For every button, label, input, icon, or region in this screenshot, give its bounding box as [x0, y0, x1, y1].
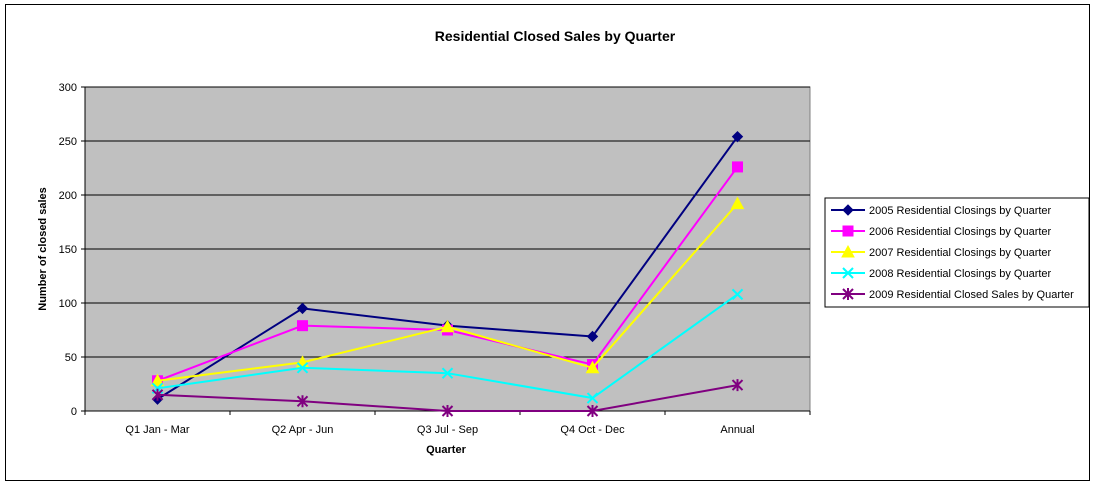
legend-item: 2009 Residential Closed Sales by Quarter: [831, 288, 1074, 301]
plot-area: [84, 86, 811, 412]
data-point: [440, 319, 455, 333]
data-point: [151, 388, 164, 401]
legend-label: 2008 Residential Closings by Quarter: [869, 268, 1052, 280]
x-tick-label: Annual: [720, 424, 754, 436]
data-point: [586, 330, 599, 343]
legend-label: 2006 Residential Closings by Quarter: [869, 226, 1052, 238]
x-axis-ticks: Q1 Jan - Mar Q2 Apr - Jun Q3 Jul - Sep Q4 O…: [84, 411, 811, 436]
data-point: [586, 392, 599, 404]
data-point: [297, 320, 308, 332]
y-tick-label: 200: [59, 190, 77, 202]
legend-label: 2009 Residential Closed Sales by Quarter: [869, 289, 1074, 301]
x-tick-label: Q1 Jan - Mar: [125, 424, 190, 436]
y-axis-title: Number of closed sales: [37, 187, 49, 311]
legend-item: 2005 Residential Closings by Quarter: [831, 204, 1052, 217]
legend-swatch-marker: [841, 244, 855, 258]
legend-swatch-marker: [842, 225, 854, 237]
legend: 2005 Residential Closings by Quarter 2006…: [824, 197, 1090, 308]
data-point: [732, 161, 743, 173]
data-point: [296, 395, 309, 408]
data-point: [731, 288, 744, 301]
y-tick-label: 100: [59, 298, 77, 310]
data-point: [731, 379, 744, 392]
series-layer: [150, 130, 745, 417]
data-point: [150, 373, 165, 387]
legend-item: 2007 Residential Closings by Quarter: [831, 244, 1052, 259]
legend-swatch-marker: [842, 267, 854, 279]
y-tick-label: 150: [59, 244, 77, 256]
data-point: [296, 362, 309, 374]
legend-label: 2007 Residential Closings by Quarter: [869, 247, 1052, 259]
y-tick-label: 0: [71, 406, 77, 418]
data-point: [441, 405, 454, 417]
y-tick-label: 50: [65, 352, 77, 364]
legend-swatch-marker: [842, 204, 854, 216]
x-axis-title: Quarter: [426, 444, 466, 456]
legend-item: 2008 Residential Closings by Quarter: [831, 267, 1052, 280]
x-tick-label: Q2 Apr - Jun: [272, 424, 334, 436]
y-axis-ticks: 0 50 100 150 200 250 300: [59, 82, 85, 418]
data-point: [585, 360, 600, 374]
chart-title: Residential Closed Sales by Quarter: [435, 28, 676, 44]
data-point: [586, 405, 599, 417]
x-tick-label: Q3 Jul - Sep: [417, 424, 478, 436]
data-point: [731, 130, 744, 143]
legend-swatch-marker: [842, 288, 854, 300]
series-5: [151, 379, 744, 417]
data-point: [730, 196, 745, 210]
x-tick-label: Q4 Oct - Dec: [560, 424, 625, 436]
y-tick-label: 250: [59, 136, 77, 148]
data-point: [296, 302, 309, 315]
legend-box: [824, 197, 1090, 308]
legend-label: 2005 Residential Closings by Quarter: [869, 205, 1052, 217]
y-tick-label: 300: [59, 82, 77, 94]
data-point: [441, 367, 454, 379]
series-3: [150, 196, 745, 387]
legend-item: 2006 Residential Closings by Quarter: [831, 225, 1052, 238]
